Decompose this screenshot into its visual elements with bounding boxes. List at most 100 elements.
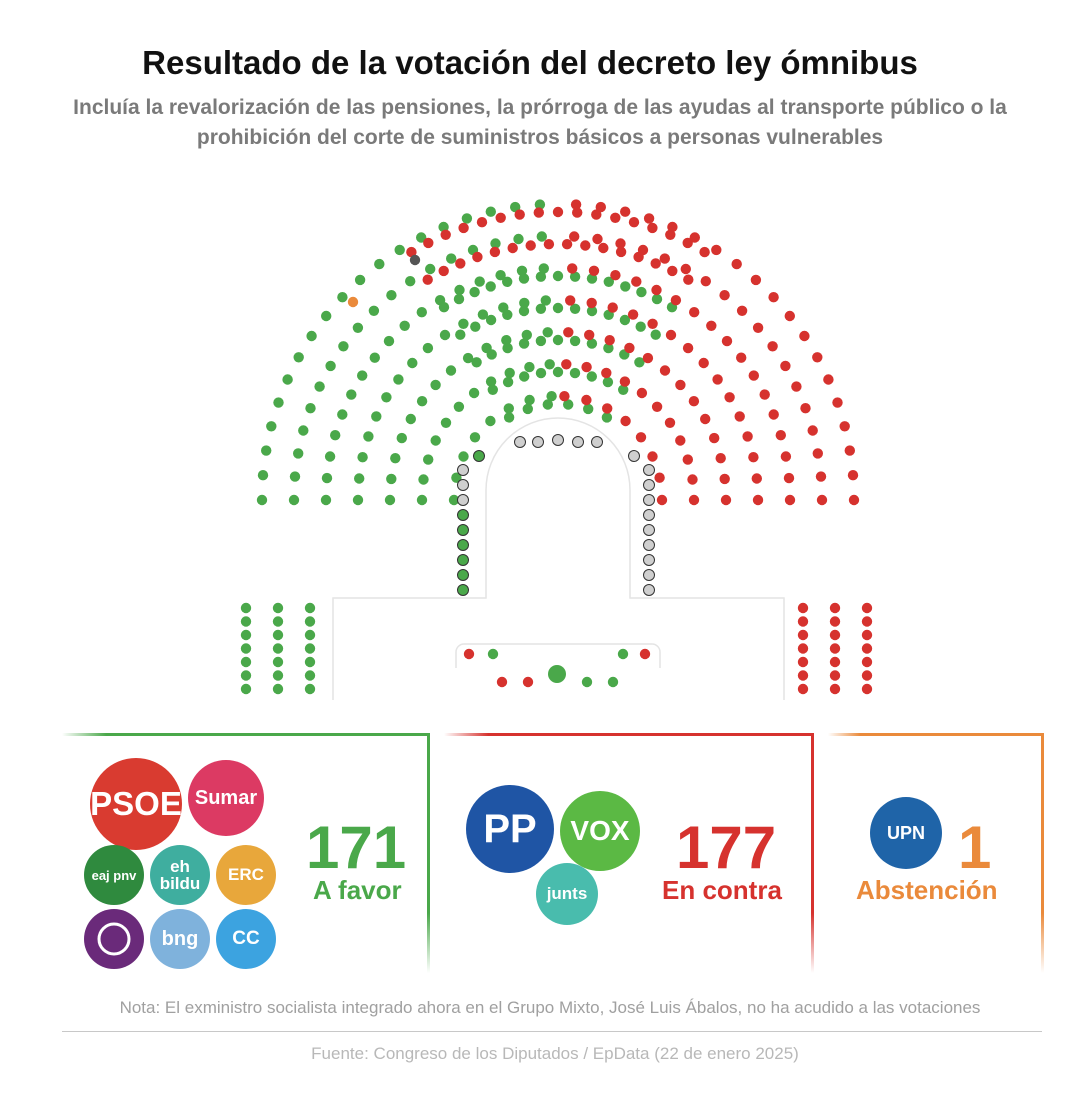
seat-contra (812, 448, 823, 459)
seat-favor (240, 629, 252, 641)
seat-contra (780, 360, 791, 372)
seat-favor (457, 569, 469, 581)
seat-contra (748, 370, 759, 381)
seat-favor (519, 297, 530, 309)
hemicycle-floor-outline (332, 417, 785, 700)
seat-contra (650, 258, 661, 269)
seat-contra (476, 217, 488, 228)
seat-favor (240, 670, 252, 681)
seat-contra (711, 244, 722, 256)
seat-favor (240, 643, 252, 654)
seat-contra (639, 648, 651, 660)
seat-favor (446, 253, 457, 264)
seat-contra (496, 676, 508, 688)
seat-contra (665, 329, 677, 341)
seat-contra (615, 246, 627, 258)
seat-favor (357, 370, 368, 381)
seat-favor (495, 270, 506, 281)
seat-favor (240, 616, 252, 627)
seat-favor (477, 309, 489, 320)
upn-logo: UPN (870, 797, 942, 869)
psoe-logo: PSOE (90, 758, 182, 850)
seat-favor (304, 616, 316, 627)
seat-favor (487, 648, 499, 660)
seat-contra (610, 212, 621, 223)
seat-contra (829, 629, 841, 641)
seat-favor (458, 451, 469, 462)
seat-contra (580, 240, 591, 251)
footnote: Nota: El exministro socialista integrado… (119, 998, 981, 1017)
seat-contra (642, 352, 654, 364)
seat-contra (780, 451, 792, 462)
seat-contra (675, 379, 686, 391)
seat-contra (561, 359, 572, 370)
seat-favor (273, 397, 284, 408)
seat-favor (272, 656, 284, 668)
seat-favor (458, 318, 469, 329)
seat-favor (552, 270, 564, 282)
seat-favor (469, 432, 481, 443)
party-logo-text: UPN (886, 822, 925, 843)
seat-favor (363, 431, 374, 442)
seat-favor (617, 648, 629, 660)
seat-favor (288, 494, 300, 506)
seat-favor (368, 305, 380, 316)
seat-contra (647, 222, 658, 234)
seat-contra (659, 253, 670, 264)
seat-gov (643, 554, 655, 566)
seat-contra (797, 629, 809, 641)
contra-label: En contra (662, 875, 782, 905)
seat-contra (688, 494, 700, 506)
seat-contra (543, 239, 555, 250)
seat-favor (453, 401, 465, 412)
seat-contra (667, 265, 678, 277)
seat-contra (687, 474, 698, 485)
seat-contra (472, 251, 483, 263)
seat-favor (405, 413, 416, 425)
party-logo-text: eh bildu (159, 857, 201, 893)
seat-favor (272, 629, 284, 641)
seat-favor (416, 494, 428, 506)
seat-contra (719, 473, 730, 485)
seat-favor (651, 293, 663, 305)
seat-contra (619, 376, 631, 387)
seat-favor (470, 321, 481, 332)
seat-contra (507, 242, 518, 254)
seat-gov (628, 450, 640, 462)
seat-favor (304, 629, 316, 641)
seat-favor (535, 335, 547, 347)
seat-contra (706, 320, 717, 331)
seat-absent (409, 254, 421, 266)
sumar-logo: Sumar (188, 760, 264, 836)
seat-favor (304, 643, 316, 654)
seat-contra (752, 494, 764, 506)
seat-favor (320, 494, 332, 506)
seat-favor (486, 349, 497, 360)
seat-favor (293, 352, 304, 363)
seat-contra (635, 432, 647, 443)
seat-contra (797, 670, 809, 681)
seat-favor (485, 281, 496, 292)
seat-favor (502, 309, 513, 320)
seat-contra (700, 413, 711, 425)
seat-favor (485, 206, 496, 217)
seat-contra (848, 494, 860, 506)
seat-abstencion (347, 296, 359, 308)
seat-favor (522, 403, 533, 415)
seat-gov (457, 464, 469, 476)
seat-gov (552, 434, 564, 446)
seat-contra (750, 274, 762, 286)
seat-contra (829, 670, 841, 681)
seat-contra (406, 246, 417, 258)
seat-contra (552, 206, 564, 218)
seat-gov (572, 436, 584, 448)
seat-favor (634, 357, 645, 368)
seat-contra (784, 494, 796, 506)
seat-contra (791, 381, 802, 392)
seat-contra (759, 389, 770, 400)
seat-favor (586, 371, 597, 382)
seat-favor (461, 213, 473, 224)
seat-favor (501, 335, 512, 346)
party-logo-text: PSOE (90, 785, 182, 822)
seat-favor (586, 273, 598, 284)
